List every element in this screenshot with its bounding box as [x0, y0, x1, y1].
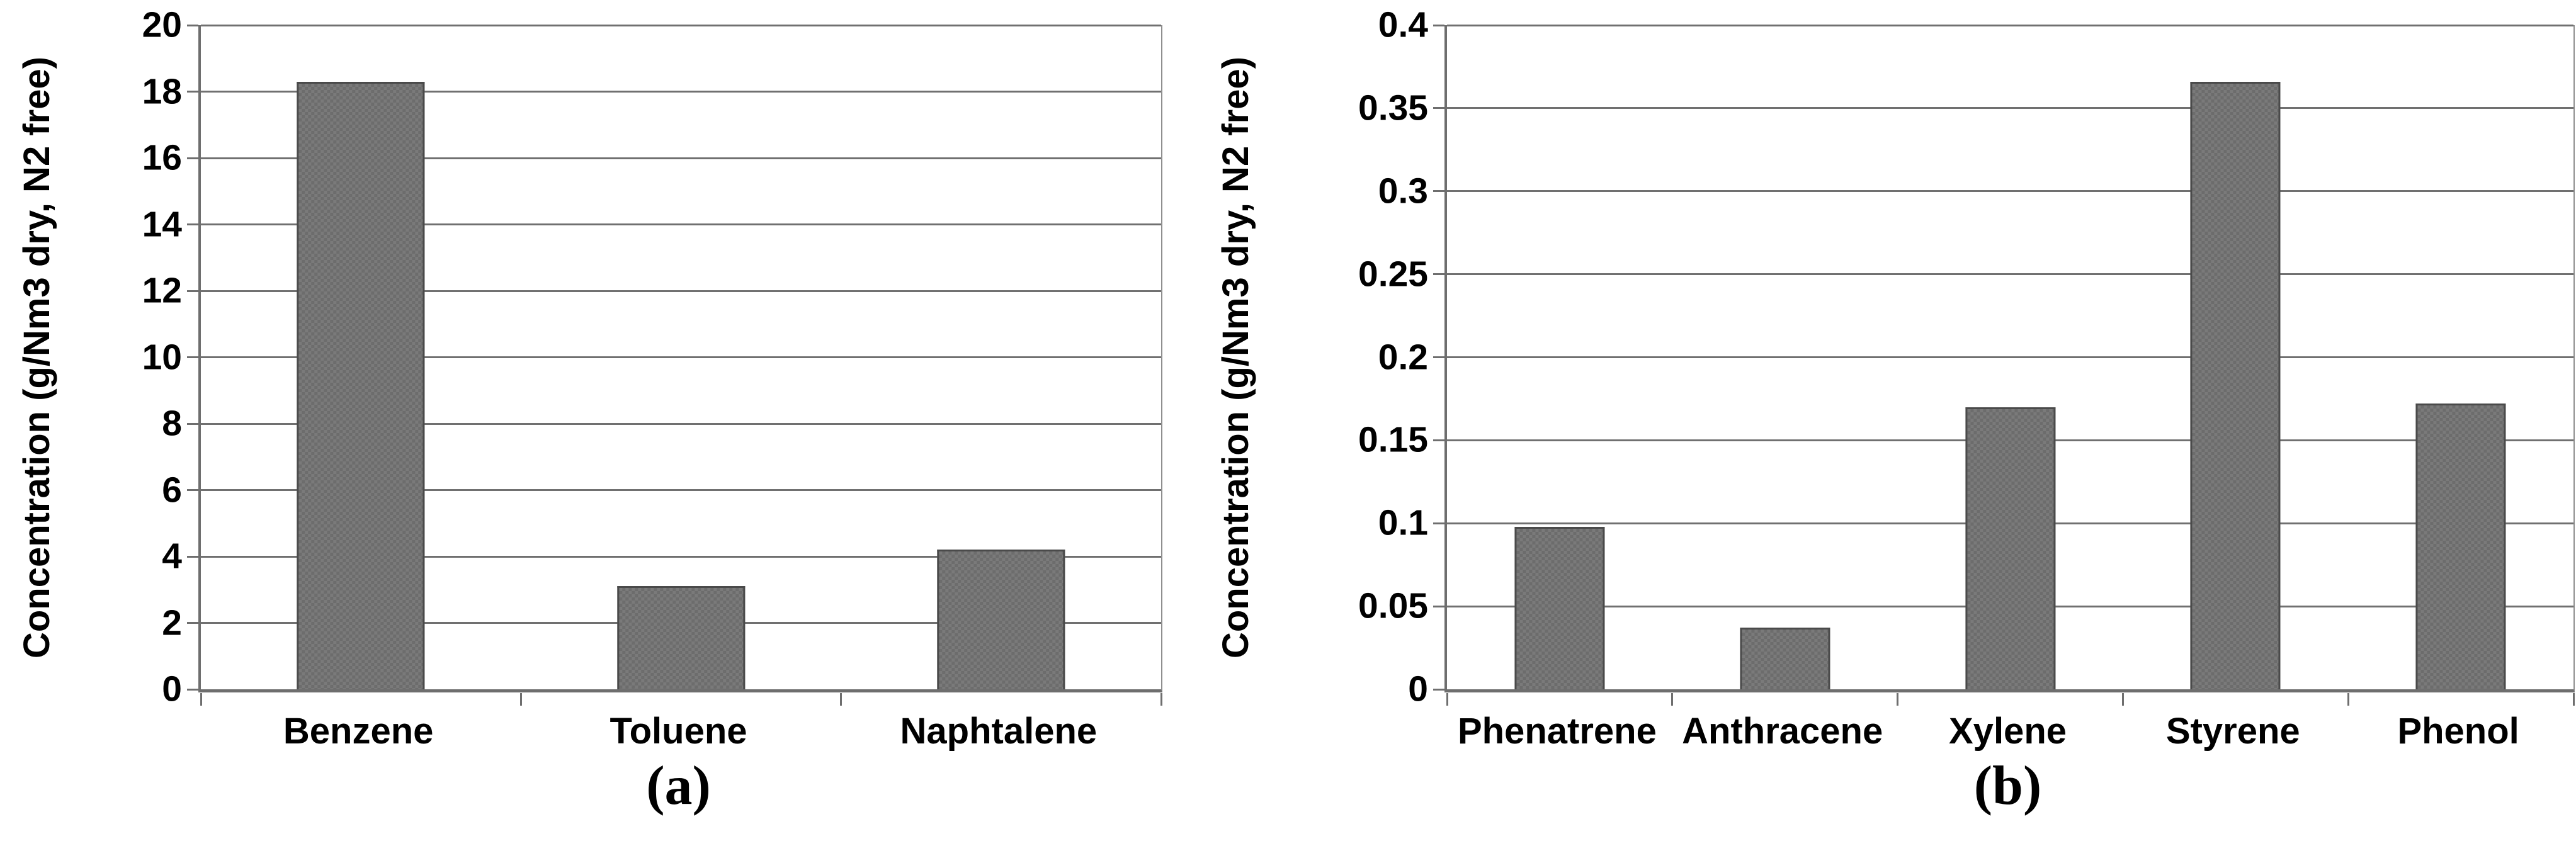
y-tick-mark-0: [1433, 688, 1444, 691]
gridline-0.2: [1447, 356, 2573, 358]
gridline-14: [201, 223, 1161, 225]
panel-caption-b: (b): [1444, 759, 2571, 814]
y-tick-mark-16: [187, 157, 198, 159]
gridline-0.3: [1447, 190, 2573, 193]
y-tick-mark-0.1: [1433, 522, 1444, 524]
y-tick-mark-0: [187, 688, 198, 691]
x-tick-mark-1: [1671, 693, 1674, 706]
y-tick-label-0.35: 0.35: [1358, 87, 1428, 128]
plot-area-b: [1433, 24, 2575, 706]
category-label-toluene: Toluene: [610, 711, 747, 752]
y-tick-mark-0.05: [1433, 605, 1444, 607]
y-tick-mark-0.25: [1433, 273, 1444, 276]
y-tick-label-0.1: 0.1: [1378, 502, 1428, 543]
y-tick-label-16: 16: [142, 137, 182, 178]
gridline-6: [201, 489, 1161, 491]
gridline-20: [201, 24, 1161, 26]
y-tick-label-12: 12: [142, 270, 182, 311]
y-tick-label-0.3: 0.3: [1378, 171, 1428, 212]
chart-panel-b: Concentration (g/Nm3 dry, N2 free) 0 0.05…: [1196, 0, 2576, 858]
category-label-styrene: Styrene: [2165, 711, 2300, 752]
y-tick-label-20: 20: [142, 4, 182, 45]
y-tick-mark-14: [187, 223, 198, 225]
panel-caption-text-a: (a): [646, 755, 711, 816]
y-tick-mark-0.3: [1433, 190, 1444, 193]
x-tick-mark-0: [200, 693, 202, 706]
bar-xylene: [1965, 407, 2056, 689]
category-label-benzene: Benzene: [283, 711, 434, 752]
category-label-phenatrene: Phenatrene: [1457, 711, 1657, 752]
y-tick-mark-20: [187, 24, 198, 26]
y-tick-label-0.25: 0.25: [1358, 254, 1428, 295]
x-tick-mark-4: [2347, 693, 2349, 706]
category-label-xylene: Xylene: [1949, 711, 2067, 752]
gridline-18: [201, 91, 1161, 93]
x-tick-mark-2: [840, 693, 843, 706]
y-tick-label-0: 0: [162, 669, 182, 709]
x-tick-mark-2: [1897, 693, 1899, 706]
y-tick-mark-12: [187, 290, 198, 292]
bar-benzene: [297, 81, 425, 689]
bar-naphtalene: [937, 550, 1065, 689]
bar-anthracene: [1740, 628, 1830, 689]
y-tick-label-0.15: 0.15: [1358, 419, 1428, 460]
y-tick-mark-0.2: [1433, 356, 1444, 358]
gridline-12: [201, 290, 1161, 292]
bar-styrene: [2190, 81, 2281, 689]
x-tick-mark-5: [2572, 693, 2575, 706]
gridline-8: [201, 422, 1161, 425]
x-axis-category-labels-b: Phenatrene Anthracene Xylene Styrene Phenol: [1444, 711, 2571, 774]
gridline-10: [201, 356, 1161, 358]
y-tick-label-6: 6: [162, 470, 182, 510]
y-tick-mark-0.15: [1433, 439, 1444, 441]
panel-caption-a: (a): [198, 759, 1159, 814]
plot-area-a: [187, 24, 1162, 706]
y-tick-label-0.2: 0.2: [1378, 337, 1428, 377]
y-tick-label-0.4: 0.4: [1378, 4, 1428, 45]
category-label-anthracene: Anthracene: [1682, 711, 1883, 752]
y-tick-label-14: 14: [142, 204, 182, 244]
y-tick-label-18: 18: [142, 71, 182, 111]
bar-phenatrene: [1514, 526, 1605, 689]
y-tick-mark-2: [187, 622, 198, 624]
y-tick-mark-6: [187, 489, 198, 491]
category-label-phenol: Phenol: [2397, 711, 2519, 752]
x-tick-mark-0: [1446, 693, 1448, 706]
gridline-0.25: [1447, 273, 2573, 276]
x-tick-mark-3: [1160, 693, 1162, 706]
gridline-0.35: [1447, 107, 2573, 110]
y-tick-mark-4: [187, 555, 198, 558]
y-tick-mark-0.35: [1433, 107, 1444, 110]
x-tick-mark-3: [2121, 693, 2124, 706]
x-axis-category-labels-a: Benzene Toluene Naphtalene: [198, 711, 1159, 774]
gridline-16: [201, 157, 1161, 159]
bar-phenol: [2415, 404, 2506, 689]
x-tick-mark-1: [519, 693, 522, 706]
y-tick-label-4: 4: [162, 536, 182, 577]
y-tick-label-8: 8: [162, 403, 182, 444]
category-label-naphtalene: Naphtalene: [900, 711, 1098, 752]
bar-toluene: [616, 586, 746, 689]
y-tick-mark-18: [187, 91, 198, 93]
y-tick-label-0.05: 0.05: [1358, 585, 1428, 626]
y-tick-mark-0.4: [1433, 24, 1444, 26]
y-tick-mark-8: [187, 422, 198, 425]
panel-caption-text-b: (b): [1973, 755, 2042, 816]
y-tick-label-2: 2: [162, 602, 182, 643]
gridline-4: [201, 555, 1161, 558]
y-tick-label-0: 0: [1408, 669, 1428, 709]
gridline-0.4: [1447, 24, 2573, 26]
y-tick-mark-10: [187, 356, 198, 358]
y-axis-tick-labels-b: 0 0.05 0.1 0.15 0.2 0.25 0.3 0.35 0.4: [1196, 7, 1428, 707]
y-tick-label-10: 10: [142, 337, 182, 377]
y-axis-tick-labels-a: 0 2 4 6 8 10 12 14 16 18 20: [0, 7, 182, 707]
